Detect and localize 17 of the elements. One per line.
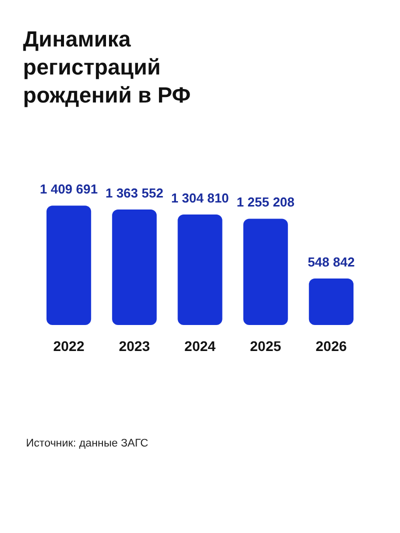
data-label: 1 409 691 (40, 182, 98, 197)
bar (243, 218, 288, 325)
x-tick-label: 2026 (316, 338, 347, 354)
x-tick-label: 2022 (53, 338, 85, 354)
x-tick-label: 2024 (184, 338, 216, 354)
data-label: 1 255 208 (236, 194, 295, 210)
x-tick-label: 2023 (118, 338, 150, 354)
chart-title: Динамика регистраций рождений в РФ (23, 26, 191, 108)
bar (308, 278, 354, 325)
data-label: 1 363 552 (105, 186, 164, 201)
bar (112, 210, 157, 325)
bar (46, 206, 92, 325)
bar (178, 214, 222, 325)
x-tick-label: 2025 (250, 338, 282, 354)
data-label: 548 842 (308, 254, 355, 270)
data-label: 1 304 810 (171, 190, 229, 206)
text: Источник: данные ЗАГС (26, 438, 148, 450)
